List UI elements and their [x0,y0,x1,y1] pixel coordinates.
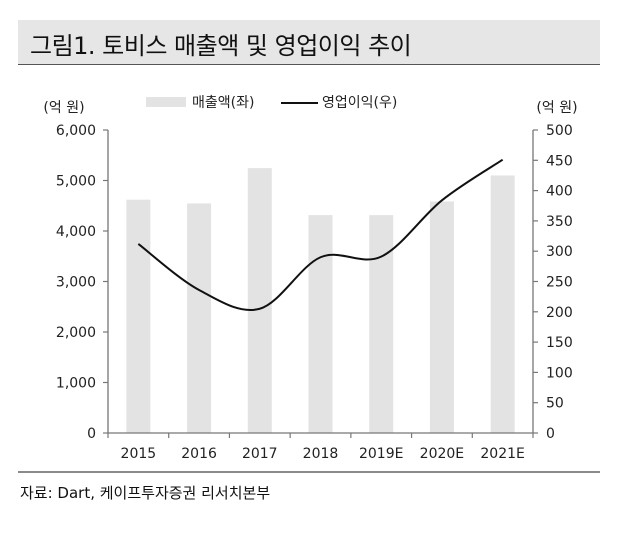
bar-2016 [187,203,212,433]
bar-2018 [308,215,333,433]
right-tick-label: 350 [546,214,573,230]
right-tick-label: 400 [546,184,573,200]
left-axis-unit: (억 원) [43,100,84,116]
x-tick-label: 2015 [121,446,157,462]
x-tick-label: 2016 [181,446,217,462]
x-tick-label: 2017 [242,446,278,462]
right-axis-unit: (억 원) [536,100,577,116]
right-tick-label: 300 [546,244,573,260]
right-tick-label: 500 [546,123,573,139]
x-tick-label: 2018 [303,446,339,462]
bar-2015 [126,199,151,433]
right-tick-label: 150 [546,335,573,351]
figure-title-bar: 그림1. 토비스 매출액 및 영업이익 추이 [18,20,600,65]
x-tick-label: 2019E [359,446,403,462]
legend-line-label: 영업이익(우) [322,95,397,111]
left-tick-label: 5,000 [56,174,96,190]
figure-title: 그림1. 토비스 매출액 및 영업이익 추이 [30,32,412,60]
source-note: 자료: Dart, 케이프투자증권 리서치본부 [20,484,271,502]
left-tick-label: 1,000 [56,376,96,392]
left-tick-label: 3,000 [56,275,96,291]
x-tick-label: 2021E [480,446,524,462]
legend-bar-swatch [146,97,186,107]
legend-bar-label: 매출액(좌) [192,95,254,111]
bar-2020E [429,201,454,433]
bar-2017 [247,168,272,433]
footer-divider [18,471,600,473]
bar-2019E [369,215,394,433]
right-tick-label: 50 [546,396,564,412]
right-tick-label: 0 [546,426,555,442]
right-tick-label: 200 [546,305,573,321]
right-tick-label: 250 [546,275,573,291]
bar-2021E [490,175,515,433]
left-tick-label: 6,000 [56,123,96,139]
left-tick-label: 2,000 [56,325,96,341]
operating-profit-line [137,158,504,311]
right-tick-label: 450 [546,153,573,169]
left-tick-label: 0 [87,426,96,442]
x-tick-label: 2020E [420,446,464,462]
left-tick-label: 4,000 [56,224,96,240]
right-tick-label: 100 [546,365,573,381]
